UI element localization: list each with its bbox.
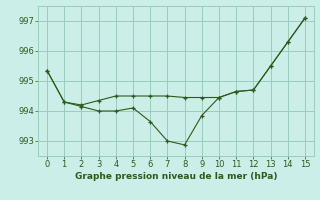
- X-axis label: Graphe pression niveau de la mer (hPa): Graphe pression niveau de la mer (hPa): [75, 172, 277, 181]
